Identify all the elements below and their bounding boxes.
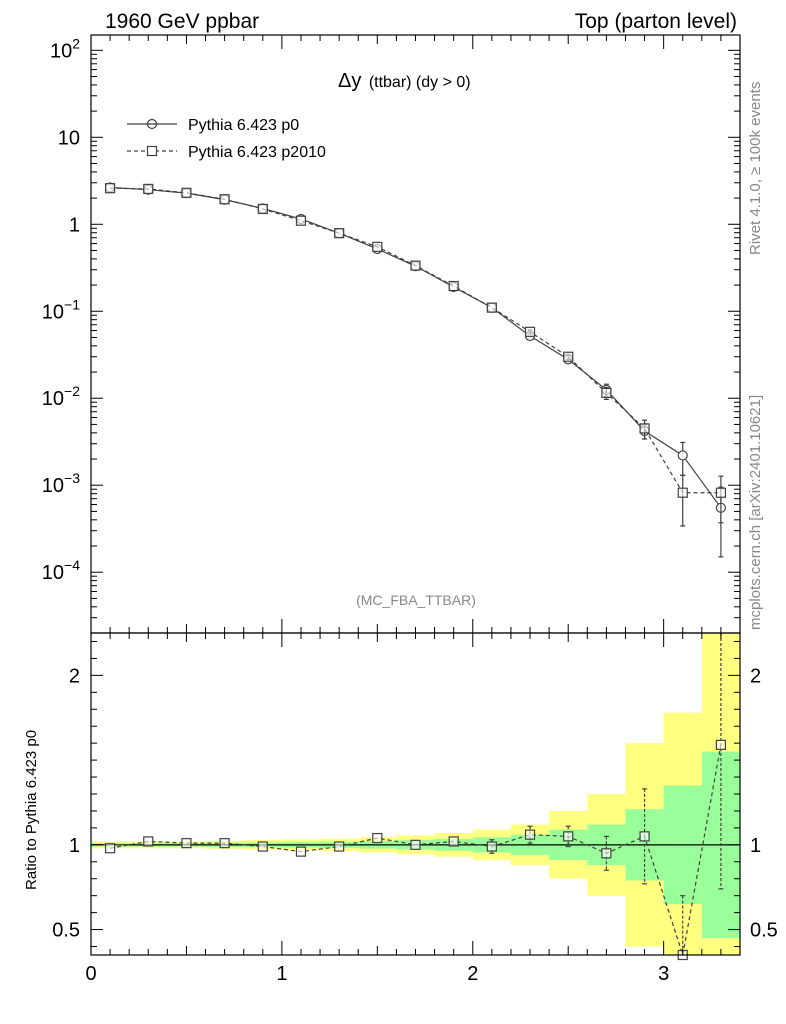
ratio-axis-ticks: 0.5 0.5 1 1 2 2 0 1 2 3 — [52, 633, 778, 985]
y-tick-label: 10−3 — [42, 470, 80, 497]
series-line-p2010 — [110, 187, 721, 494]
header-left: 1960 GeV ppbar — [105, 10, 259, 33]
y-tick-label: 102 — [50, 35, 80, 62]
ratio-y-label: Ratio to Pythia 6.423 p0 — [23, 730, 40, 890]
x-tick-label: 3 — [658, 963, 669, 985]
ratio-point — [563, 831, 574, 842]
ratio-point — [715, 739, 727, 750]
ratio-point — [486, 841, 497, 852]
analysis-label: (MC_FBA_TTBAR) — [356, 592, 476, 608]
ratio-y-tick-label-right: 2 — [750, 665, 761, 687]
legend-marker-p2010 — [146, 145, 158, 157]
data-point-p2010 — [295, 215, 307, 226]
data-point-p2010 — [524, 326, 536, 337]
rivet-label: Rivet 4.1.0, ≥ 100k events — [747, 82, 764, 255]
ratio-point — [410, 839, 421, 850]
data-point-p2010 — [219, 194, 230, 205]
data-point-p2010 — [372, 241, 383, 252]
x-tick-label: 1 — [276, 963, 287, 985]
data-point-p2010 — [715, 487, 727, 498]
data-point-p2010 — [677, 487, 688, 498]
data-point-p2010 — [181, 187, 192, 198]
ratio-point — [143, 836, 154, 847]
data-point-p0 — [677, 450, 688, 461]
y-tick-label: 10−4 — [42, 557, 80, 584]
legend-marker-p0 — [146, 118, 158, 130]
data-point-p2010 — [563, 351, 574, 362]
y-tick-label: 10−1 — [42, 296, 80, 323]
ratio-point — [295, 846, 307, 857]
legend-label-p0: Pythia 6.423 p0 — [188, 117, 299, 134]
data-point-p2010 — [104, 183, 116, 194]
x-tick-label: 0 — [85, 963, 96, 985]
data-point-p2010 — [601, 387, 612, 399]
ratio-point — [104, 843, 116, 854]
data-point-p2010 — [143, 183, 154, 195]
data-point-p2010 — [639, 423, 650, 434]
ratio-y-tick-label-right: 0.5 — [750, 920, 778, 942]
ratio-y-tick-label: 0.5 — [52, 920, 80, 942]
ratio-y-tick-label-right: 1 — [750, 835, 761, 857]
x-tick-label: 2 — [467, 963, 478, 985]
ratio-point — [372, 832, 383, 844]
plot-title-sub: (ttbar) (dy > 0) — [369, 74, 471, 91]
ratio-panel-content — [91, 633, 740, 961]
main-panel-content — [104, 182, 727, 558]
ratio-y-tick-label: 1 — [69, 835, 80, 857]
legend-label-p2010: Pythia 6.423 p2010 — [188, 144, 326, 161]
main-axis-ticks: 102 10 1 10−1 10−2 10−3 10−4 — [42, 35, 741, 634]
plot-title: Δy (ttbar) (dy > 0) — [338, 70, 471, 92]
ratio-point — [257, 841, 268, 852]
data-point-p2010 — [410, 260, 421, 271]
ratio-point — [601, 848, 612, 859]
ratio-point — [448, 836, 459, 847]
data-point-p2010 — [486, 302, 497, 313]
header-right: Top (parton level) — [575, 10, 737, 33]
ratio-point — [181, 838, 192, 849]
series-line-p0 — [110, 186, 722, 509]
mcplots-label: mcplots.cern.ch [arXiv:2401.10621] — [747, 395, 764, 630]
data-point-p2010 — [257, 203, 268, 215]
y-tick-label: 10 — [58, 127, 80, 149]
ratio-point — [524, 829, 536, 840]
legend: Pythia 6.423 p0 Pythia 6.423 p2010 — [127, 117, 326, 161]
plot-title-main: Δy — [338, 70, 361, 92]
ratio-point — [334, 841, 345, 852]
y-tick-label: 1 — [69, 214, 80, 236]
ratio-y-tick-label: 2 — [69, 665, 80, 687]
data-point-p2010 — [448, 280, 459, 292]
ratio-point — [219, 838, 230, 849]
data-point-p2010 — [334, 228, 345, 239]
y-tick-label: 10−2 — [42, 383, 80, 410]
ratio-point — [639, 831, 650, 842]
